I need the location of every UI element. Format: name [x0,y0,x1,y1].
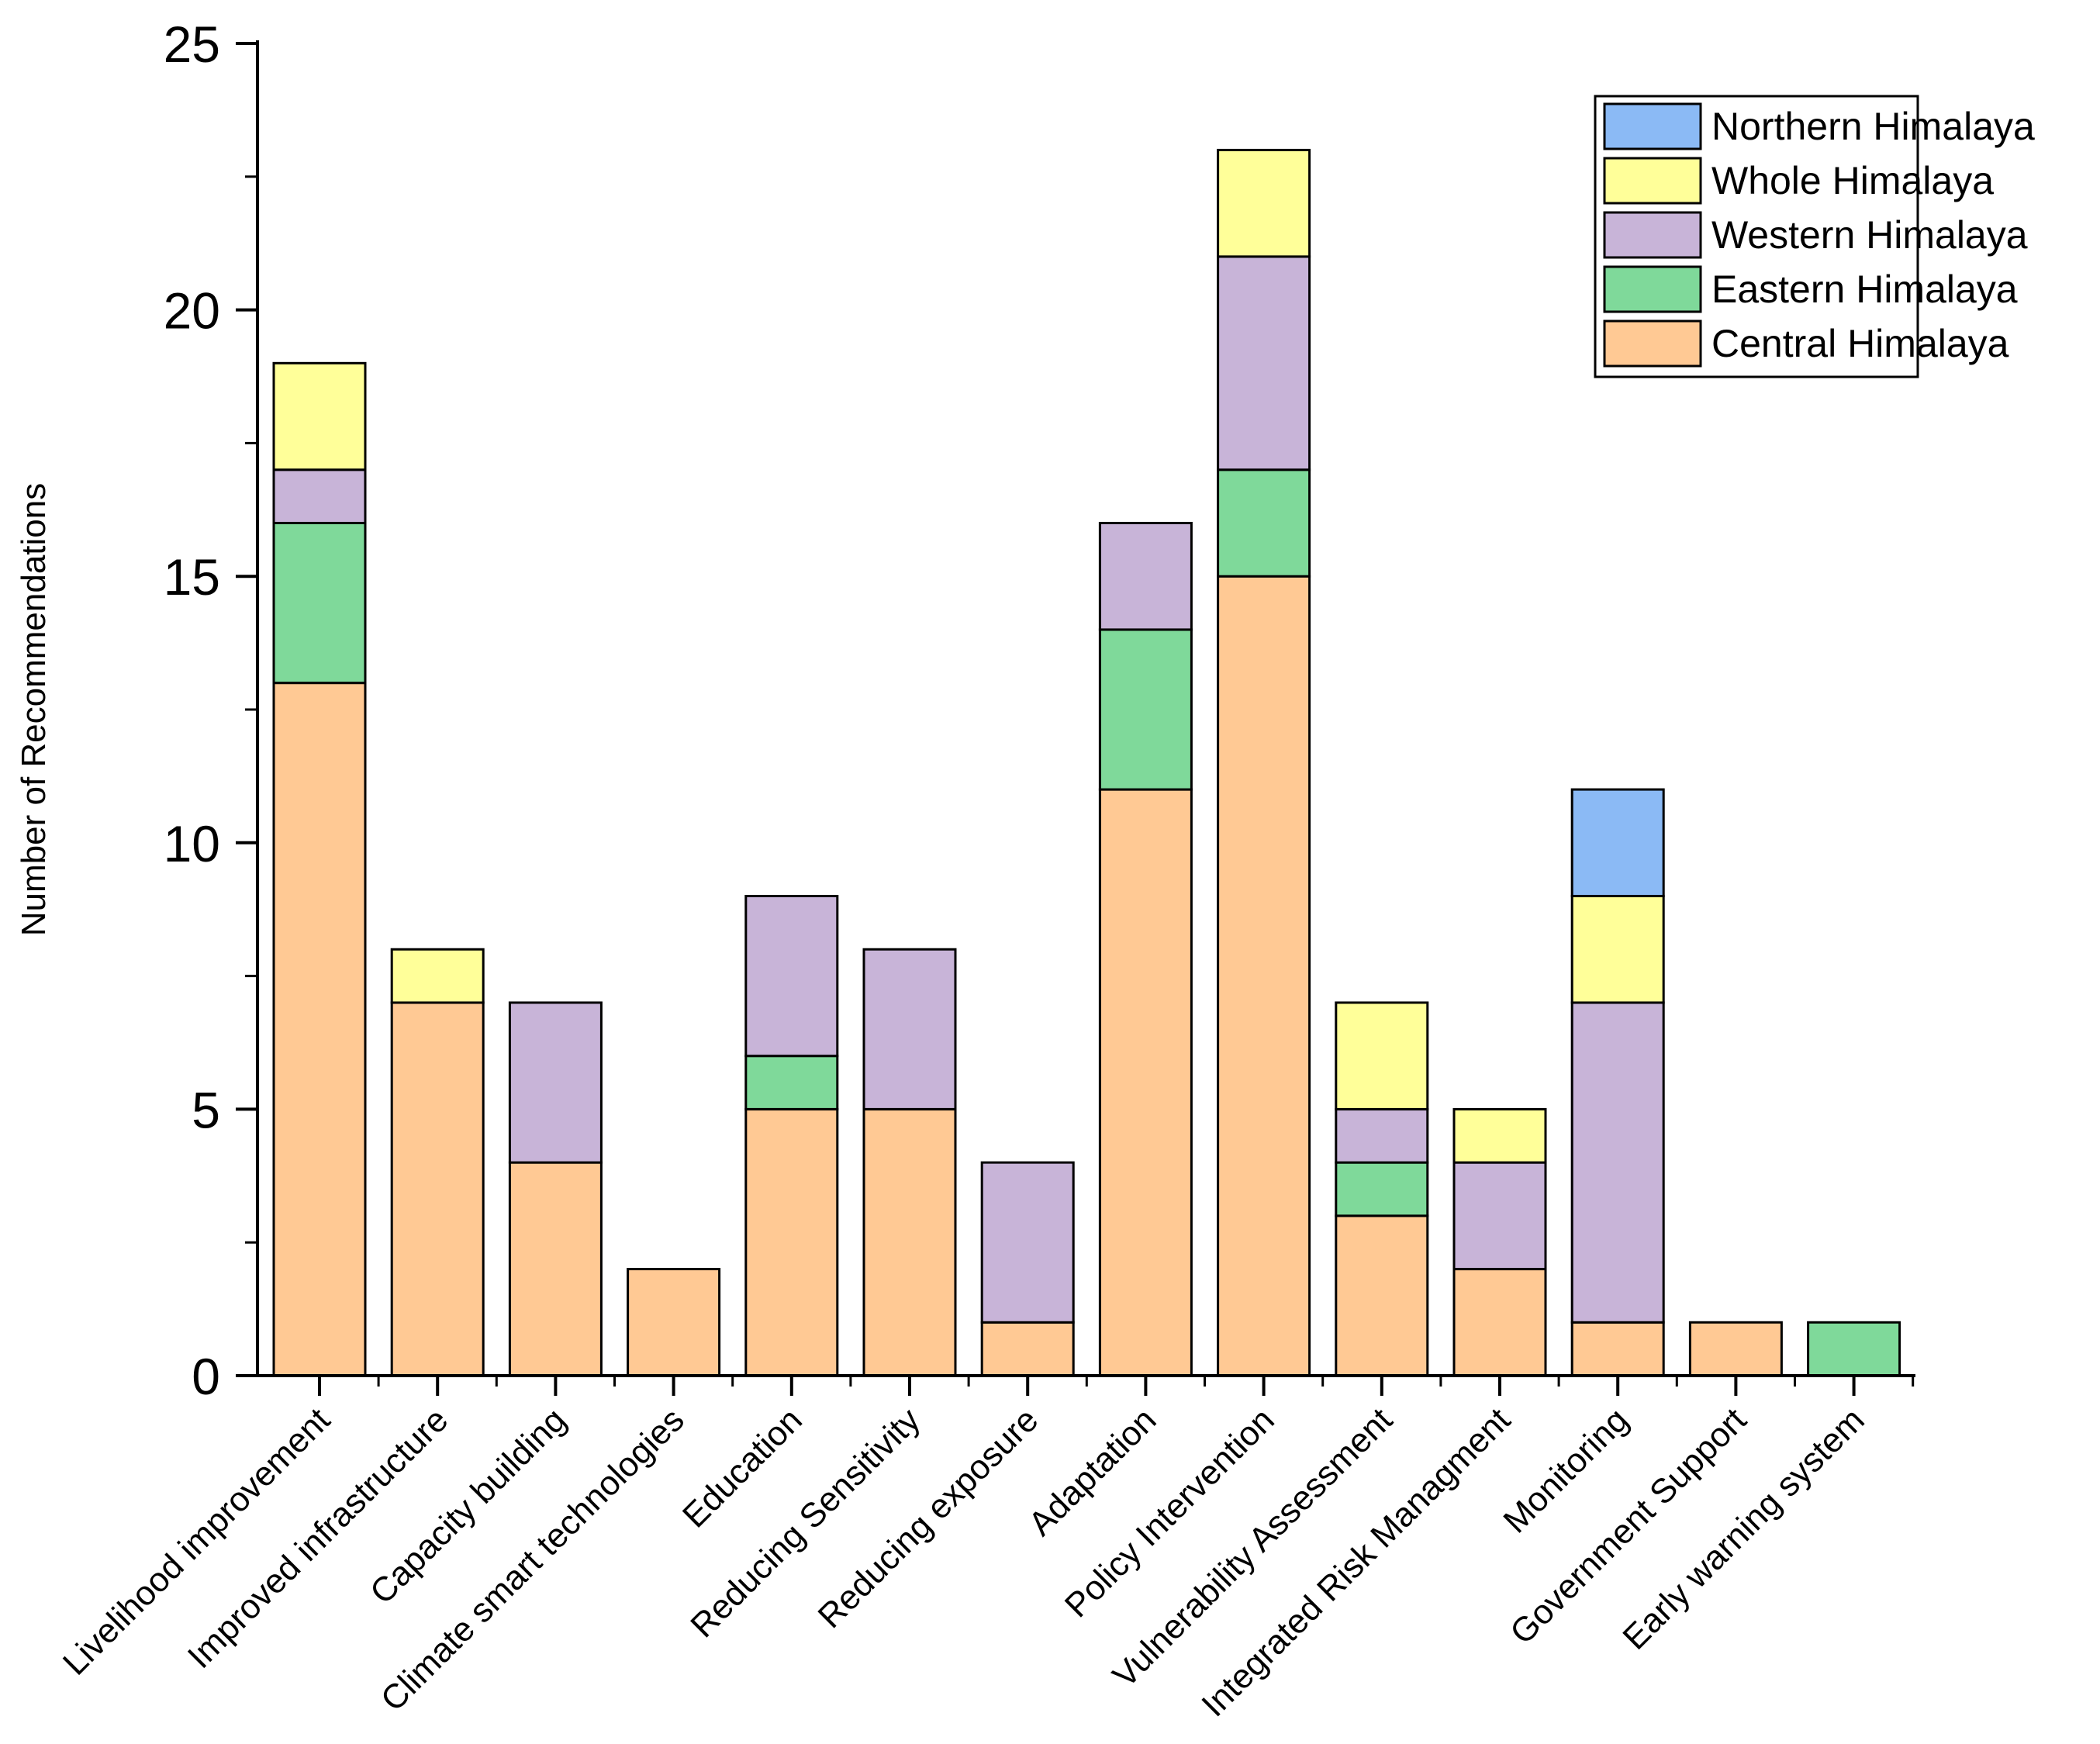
bar-segment-5-eastern-himalaya [744,1055,839,1110]
bar-segment-12-central-himalaya [1570,1321,1665,1377]
bar-segment-1-whole-himalaya [272,361,367,471]
y-tick-labels: 0 5 10 15 20 25 [164,16,220,1405]
bar-segment-1-western-himalaya [272,468,367,524]
bar-segment-9-whole-himalaya [1217,148,1311,258]
bar-segment-8-central-himalaya [1098,788,1193,1377]
bar-segment-9-central-himalaya [1217,575,1311,1377]
legend-swatch-whole-himalaya [1603,157,1702,205]
bar-segment-6-central-himalaya [862,1107,957,1377]
bar-segment-9-western-himalaya [1217,255,1311,471]
bar-segment-13-central-himalaya [1688,1321,1783,1377]
y-tick-label: 15 [164,548,220,606]
legend-label-whole-himalaya: Whole Himalaya [1711,159,1994,202]
legend-swatch-northern-himalaya [1603,102,1702,150]
bar-segment-12-western-himalaya [1570,1001,1665,1324]
bar-segment-11-central-himalaya [1452,1268,1547,1377]
bar-segment-3-western-himalaya [508,1001,603,1164]
bar-segment-10-whole-himalaya [1335,1001,1429,1110]
bar-segment-7-central-himalaya [980,1321,1075,1377]
legend-swatch-central-himalaya [1603,319,1702,368]
x-tick-label: Reducing Sensitivity [683,1400,927,1645]
bar-segment-6-western-himalaya [862,948,957,1110]
axes-layer [236,40,1915,1396]
bar-segment-8-eastern-himalaya [1098,628,1193,791]
bar-segment-10-eastern-himalaya [1335,1161,1429,1217]
legend-swatch-eastern-himalaya [1603,265,1702,313]
y-tick-label: 25 [164,16,220,73]
y-tick-label: 10 [164,815,220,872]
x-tick-label: Early warning system [1615,1400,1871,1656]
bar-segment-5-western-himalaya [744,895,839,1058]
legend-swatch-western-himalaya [1603,211,1702,259]
bar-segment-2-central-himalaya [390,1001,485,1377]
bar-segment-14-eastern-himalaya [1807,1321,1901,1377]
x-tick-label: Reducing exposure [811,1400,1046,1635]
bar-segment-12-whole-himalaya [1570,895,1665,1004]
legend-label-western-himalaya: Western Himalaya [1711,213,2028,257]
bar-segment-7-western-himalaya [980,1161,1075,1324]
x-tick-label: Capacity building [363,1400,574,1611]
y-axis-title: Number of Recommendations [15,483,53,936]
legend: Northern Himalaya Whole Himalaya Western H… [1594,95,2035,378]
bar-segment-1-central-himalaya [272,682,367,1377]
bar-segment-12-northern-himalaya [1570,788,1665,898]
legend-label-eastern-himalaya: Eastern Himalaya [1711,268,2018,311]
bar-segment-1-eastern-himalaya [272,521,367,685]
bar-segment-2-whole-himalaya [390,948,485,1004]
x-tick-label: Policy Intervention [1058,1400,1282,1625]
bar-segment-9-eastern-himalaya [1217,468,1311,578]
y-tick-label: 5 [192,1081,220,1138]
bar-segment-4-central-himalaya [627,1268,721,1377]
bar-segment-3-central-himalaya [508,1161,603,1377]
legend-label-central-himalaya: Central Himalaya [1711,322,2009,365]
bar-segment-11-whole-himalaya [1452,1107,1547,1164]
bar-segment-8-western-himalaya [1098,521,1193,631]
bars-layer [272,148,1901,1377]
bar-segment-10-western-himalaya [1335,1107,1429,1164]
bar-segment-11-western-himalaya [1452,1161,1547,1271]
bar-segment-5-central-himalaya [744,1107,839,1377]
y-tick-label: 0 [192,1348,220,1405]
x-tick-label: Government Support [1503,1400,1753,1651]
legend-label-northern-himalaya: Northern Himalaya [1711,105,2035,148]
y-tick-label: 20 [164,282,220,340]
bar-segment-10-central-himalaya [1335,1214,1429,1377]
